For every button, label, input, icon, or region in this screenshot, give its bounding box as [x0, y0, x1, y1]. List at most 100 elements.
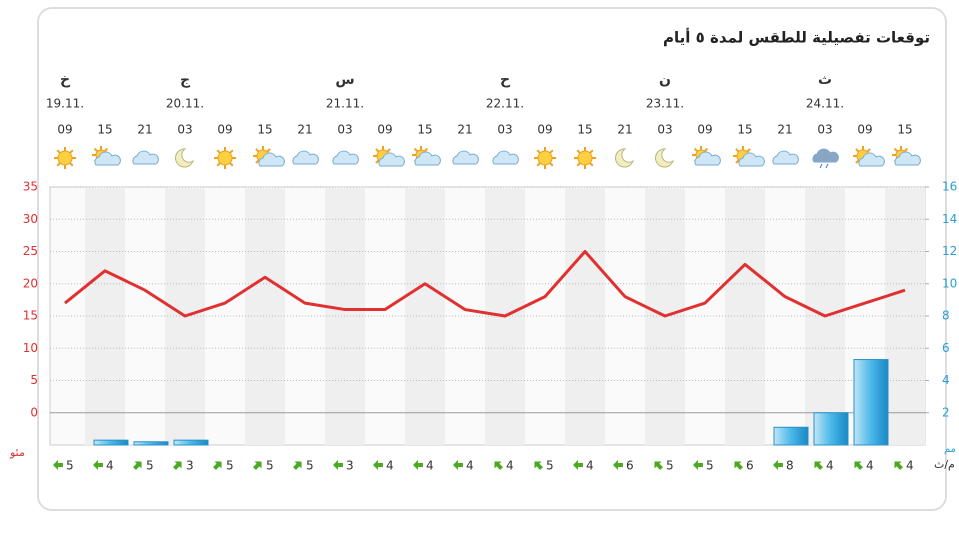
wind-speed: 4 — [466, 459, 474, 473]
y-tick-label: 30 — [23, 212, 38, 226]
cloud — [94, 151, 121, 166]
wind-arrow — [773, 460, 783, 470]
wind-arrow — [814, 461, 823, 470]
sun-ray — [386, 148, 391, 153]
weather-icon — [332, 150, 359, 165]
weather-icon — [574, 147, 596, 169]
wind-speed: 4 — [106, 459, 114, 473]
x-tick-label: 15 — [257, 123, 272, 137]
x-tick-label: 03 — [497, 123, 512, 137]
precip-bar — [93, 439, 129, 446]
wind-speed: 5 — [666, 459, 674, 473]
sun-ray — [69, 149, 74, 154]
x-tick-label: 03 — [177, 123, 192, 137]
wind-speed: 4 — [866, 459, 874, 473]
day-date: 20.11. — [166, 97, 204, 111]
y-tick-label: 5 — [30, 373, 38, 387]
wind-speed: 5 — [266, 459, 274, 473]
y2-tick-label: 8 — [942, 309, 950, 323]
x-tick-label: 15 — [97, 123, 112, 137]
weather-icon — [692, 146, 721, 166]
moon — [615, 148, 634, 168]
wind-arrow — [93, 460, 103, 470]
temperature-line — [64, 250, 906, 318]
cloud — [258, 152, 285, 167]
sun-ray — [423, 147, 429, 153]
sun-ray — [216, 149, 221, 154]
y-unit: مئو — [9, 446, 25, 459]
rain — [819, 163, 823, 169]
weather-icon — [733, 146, 765, 167]
weather-icon — [772, 150, 799, 165]
wind-arrow — [253, 461, 262, 470]
cloud — [332, 150, 359, 165]
x-tick-label: 21 — [777, 123, 792, 137]
day-date: 21.11. — [326, 97, 364, 111]
wind-arrow — [494, 461, 503, 470]
precip-bar — [173, 439, 209, 446]
sun-ray — [536, 162, 541, 167]
wind-arrow — [894, 461, 903, 470]
weather-icon — [54, 147, 76, 169]
wind-arrow — [213, 461, 222, 470]
wind-speed: 4 — [906, 459, 914, 473]
wind-arrow — [654, 461, 663, 470]
weather-icon — [292, 150, 319, 165]
wind-speed: 3 — [186, 459, 194, 473]
cloud — [292, 150, 319, 165]
sun-ray — [103, 147, 109, 153]
sun-ray — [93, 147, 99, 153]
x-tick-label: 21 — [297, 123, 312, 137]
wind-speed: 3 — [346, 459, 354, 473]
wind-speed: 5 — [306, 459, 314, 473]
weather-icon — [812, 148, 839, 169]
weather-icon — [853, 146, 885, 167]
sun-ray — [375, 159, 380, 164]
x-tick-label: 03 — [817, 123, 832, 137]
weather-icon — [892, 146, 921, 166]
x-tick-label: 09 — [857, 123, 872, 137]
wind-speed: 5 — [226, 459, 234, 473]
cloud — [694, 151, 721, 166]
precip-bar — [133, 441, 169, 446]
cloud — [894, 151, 921, 166]
wind-speed: 5 — [66, 459, 74, 473]
x-tick-label: 09 — [697, 123, 712, 137]
weather-icon — [132, 150, 159, 165]
x-tick-label: 15 — [577, 123, 592, 137]
y2-tick-label: 16 — [942, 180, 957, 194]
y2-tick-label: 12 — [942, 244, 957, 258]
sun-ray — [746, 148, 751, 153]
rain — [825, 163, 829, 169]
x-tick-label: 15 — [417, 123, 432, 137]
day-name: خ — [60, 72, 71, 88]
precip-bar — [813, 412, 849, 446]
sun — [217, 150, 233, 166]
y-tick-label: 0 — [30, 405, 38, 419]
wind-arrow — [53, 460, 63, 470]
cloud — [452, 150, 479, 165]
sun-ray — [229, 162, 234, 167]
wind-arrow — [133, 461, 142, 470]
cloud — [772, 150, 799, 165]
x-tick-label: 15 — [737, 123, 752, 137]
weather-icon — [253, 146, 285, 167]
wind-arrow — [854, 461, 863, 470]
day-date: 22.11. — [486, 97, 524, 111]
day-name: ن — [659, 72, 671, 88]
weather-icon — [492, 150, 519, 165]
wind-speed: 5 — [146, 459, 154, 473]
sun — [577, 150, 593, 166]
wind-arrow — [373, 460, 383, 470]
wind-arrow — [413, 460, 423, 470]
chart-title: توقعات تفصيلية للطقس لمدة ٥ أيام — [663, 28, 930, 47]
sun-ray — [69, 162, 74, 167]
weather-icon — [214, 147, 236, 169]
sun-ray — [576, 162, 581, 167]
sun-ray — [413, 147, 419, 153]
sun — [537, 150, 553, 166]
weather-icon — [412, 146, 441, 166]
y2-tick-label: 14 — [942, 212, 957, 226]
